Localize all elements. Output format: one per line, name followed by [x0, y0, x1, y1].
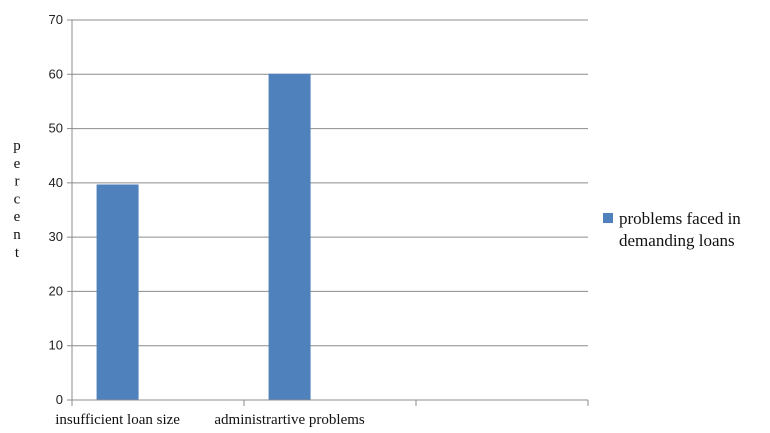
- y-tick-label: 30: [49, 229, 63, 244]
- grid-lines: [72, 19, 588, 347]
- y-tick-label: 40: [49, 175, 63, 190]
- legend-swatch: [603, 213, 613, 223]
- x-category-label: administrartive problems: [214, 412, 365, 428]
- y-axis-label-char: e: [14, 156, 21, 172]
- y-tick-label: 20: [49, 283, 63, 298]
- y-axis-label-char: n: [13, 227, 21, 243]
- y-tick-label: 50: [49, 121, 63, 136]
- axes: [67, 19, 589, 406]
- legend-label: problems faced in: [619, 209, 741, 228]
- y-axis-label-char: p: [13, 138, 21, 154]
- bar: [268, 73, 311, 400]
- y-axis-label-char: t: [15, 245, 20, 261]
- y-axis-label-char: e: [14, 209, 21, 225]
- bars-group: [96, 73, 311, 400]
- x-category-labels: insufficient loan size administrartive pr…: [55, 412, 365, 428]
- y-tick-labels: 0 10 20 30 40 50 60 70: [49, 12, 63, 407]
- bar: [96, 184, 139, 400]
- legend-label: demanding loans: [619, 231, 735, 250]
- y-tick-label: 70: [49, 12, 63, 27]
- y-tick-label: 10: [49, 338, 63, 353]
- x-category-label: insufficient loan size: [55, 412, 180, 428]
- y-axis-label-char: c: [14, 191, 21, 207]
- legend: problems faced in demanding loans: [603, 209, 741, 250]
- y-tick-label: 60: [49, 66, 63, 81]
- y-axis-label-char: r: [15, 174, 20, 190]
- y-tick-label: 0: [56, 392, 63, 407]
